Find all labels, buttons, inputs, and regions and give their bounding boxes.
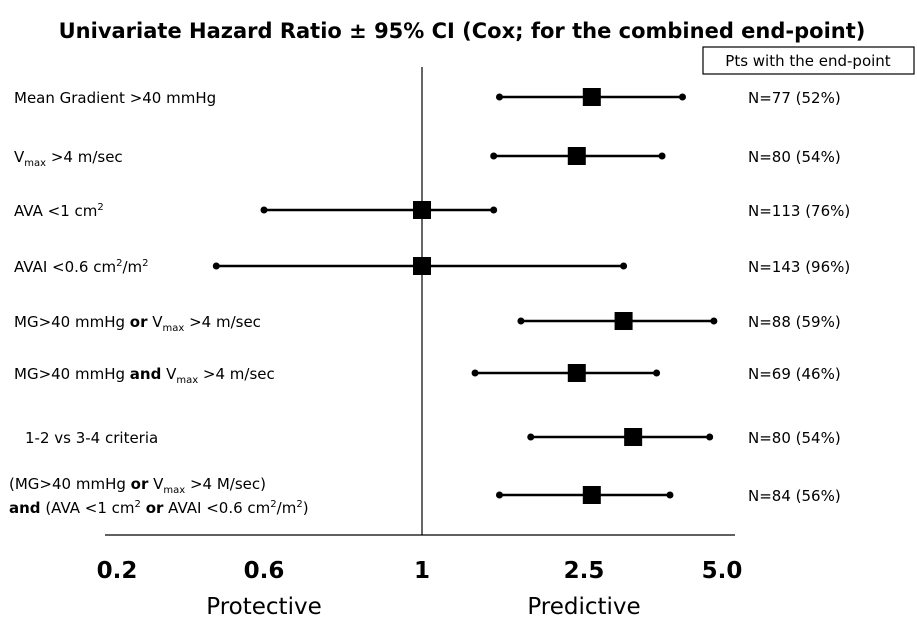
row-label: MG>40 mmHg or Vmax >4 m/sec [14, 313, 261, 334]
ci-low-endpoint [471, 369, 479, 377]
ci-low-endpoint [517, 317, 525, 325]
x-tick-label: 2.5 [564, 558, 605, 584]
ci-low-endpoint [527, 433, 535, 441]
hazard-ratio-marker [582, 88, 601, 106]
hazard-ratio-marker [567, 364, 586, 382]
x-tick-label: 1 [414, 558, 430, 584]
n-patients-label: N=69 (46%) [748, 365, 841, 383]
hazard-ratio-marker [413, 201, 431, 219]
row-label: (MG>40 mmHg or Vmax >4 M/sec) [9, 475, 266, 496]
hazard-ratio-marker [624, 428, 643, 446]
predictive-label: Predictive [527, 594, 640, 620]
n-patients-label: N=80 (54%) [748, 148, 841, 166]
hazard-ratio-marker [567, 147, 586, 165]
ci-high-endpoint [678, 93, 686, 101]
row-label: 1-2 vs 3-4 criteria [25, 429, 158, 447]
ci-high-endpoint [620, 262, 628, 270]
row-label: Vmax >4 m/sec [14, 148, 123, 169]
n-patients-label: N=113 (76%) [748, 202, 850, 220]
hazard-ratio-marker [614, 312, 633, 330]
ci-high-endpoint [658, 152, 666, 160]
x-tick-label: 0.6 [244, 558, 285, 584]
n-patients-label: N=143 (96%) [748, 258, 850, 276]
column-header-box [702, 46, 915, 75]
x-tick-label: 5.0 [702, 558, 743, 584]
n-patients-label: N=77 (52%) [748, 89, 841, 107]
ci-high-endpoint [490, 206, 498, 214]
x-tick-label: 0.2 [97, 558, 138, 584]
row-label: Mean Gradient >40 mmHg [14, 89, 216, 107]
ci-low-endpoint [490, 152, 498, 160]
row-label-line2: and (AVA <1 cm2 or AVAI <0.6 cm2/m2) [9, 499, 309, 517]
protective-label: Protective [206, 594, 321, 620]
ci-low-endpoint [495, 93, 503, 101]
ci-high-endpoint [710, 317, 718, 325]
chart-marks: 0.2 0.6 1 2.5 5.0 Mean Gradient >40 mmHg N=77 … [9, 88, 850, 584]
hazard-ratio-marker [582, 486, 601, 504]
n-patients-label: N=80 (54%) [748, 429, 841, 447]
ci-high-endpoint [666, 491, 674, 499]
n-patients-label: N=84 (56%) [748, 487, 841, 505]
chart-title: Univariate Hazard Ratio ± 95% CI (Cox; f… [59, 19, 866, 43]
n-patients-label: N=88 (59%) [748, 313, 841, 331]
column-header: Pts with the end-point [725, 52, 891, 70]
row-label: AVAI <0.6 cm2/m2 [14, 258, 149, 276]
ci-low-endpoint [495, 491, 503, 499]
hazard-ratio-marker [413, 257, 431, 275]
ci-low-endpoint [260, 206, 268, 214]
ci-high-endpoint [706, 433, 714, 441]
row-label: MG>40 mmHg and Vmax >4 m/sec [14, 365, 275, 386]
ci-high-endpoint [653, 369, 661, 377]
row-label: AVA <1 cm2 [14, 202, 104, 220]
ci-low-endpoint [212, 262, 220, 270]
